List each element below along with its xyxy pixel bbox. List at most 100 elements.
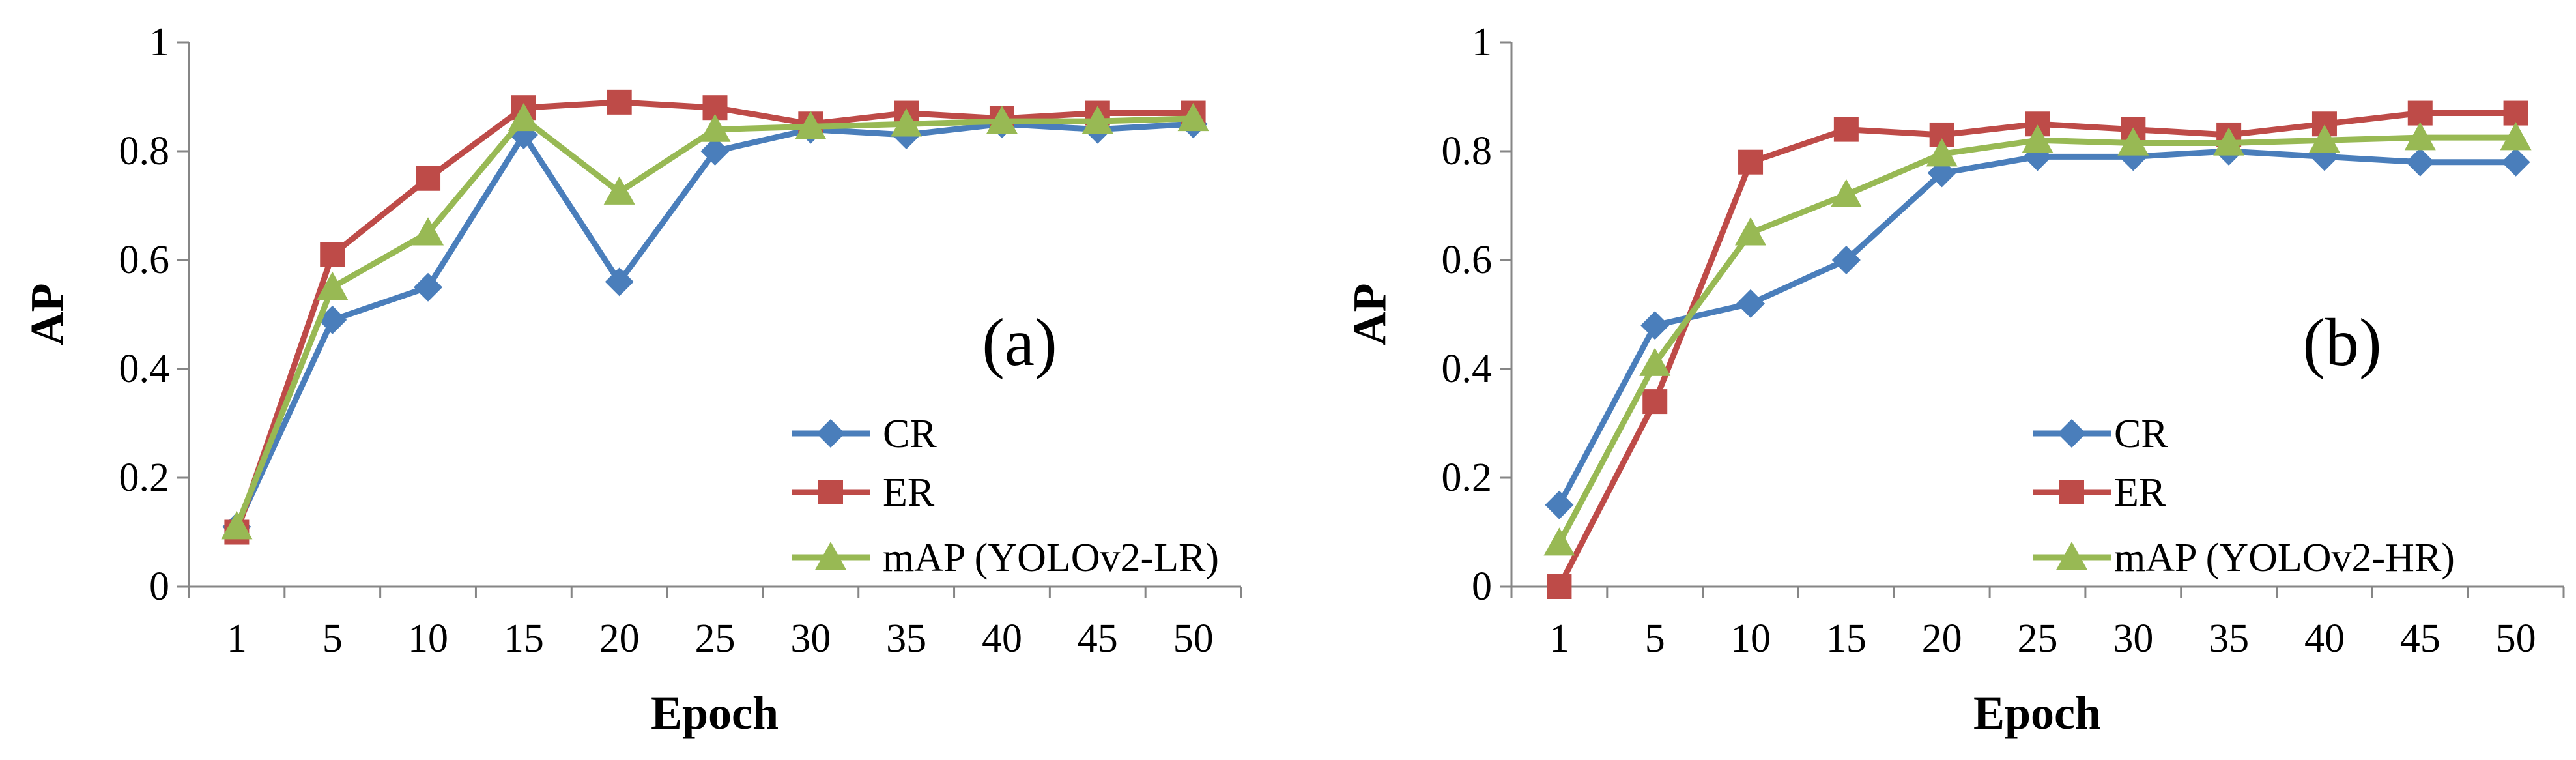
data-point: [1738, 149, 1764, 175]
legend-entry: CR: [2033, 412, 2168, 456]
x-tick-label: 20: [1922, 617, 1962, 661]
panel-annotation: (a): [982, 305, 1057, 380]
x-tick-label: 15: [504, 617, 544, 661]
y-tick-label: 1: [1472, 20, 1492, 65]
legend-label: mAP (YOLOv2-HR): [2114, 536, 2455, 580]
x-tick-label: 35: [2209, 617, 2249, 661]
x-tick-label: 5: [1645, 617, 1665, 661]
data-point: [1735, 217, 1767, 246]
y-tick-label: 0: [149, 564, 169, 609]
data-point: [2405, 147, 2435, 177]
x-tick-label: 5: [322, 617, 343, 661]
legend-entry: ER: [2033, 471, 2166, 515]
data-point: [1830, 179, 1862, 207]
x-axis-title: Epoch: [651, 687, 779, 739]
data-point: [607, 89, 632, 115]
data-point: [2500, 122, 2532, 151]
x-tick-label: 40: [2304, 617, 2345, 661]
y-tick-label: 0.2: [119, 456, 170, 500]
chart-panel-a: 00.20.40.60.811 5 10 15 20 25 30 35 40 45 50EpochA…: [21, 20, 1242, 739]
data-point: [986, 106, 1018, 134]
data-point: [412, 217, 444, 246]
data-point: [416, 166, 441, 191]
x-tick-label: 35: [886, 617, 926, 661]
data-point: [891, 108, 923, 137]
data-point: [1640, 311, 1670, 340]
data-point: [2308, 124, 2340, 153]
data-point: [1547, 574, 1572, 599]
data-point: [2407, 100, 2433, 126]
data-point: [605, 267, 634, 297]
legend-marker: [815, 542, 846, 570]
y-tick-label: 0.4: [1442, 347, 1493, 391]
x-tick-label: 10: [408, 617, 448, 661]
legend-entry: ER: [792, 471, 935, 515]
x-tick-label: 50: [2496, 617, 2536, 661]
data-point: [2022, 124, 2054, 153]
series-cr: [1545, 137, 2530, 519]
x-tick-label: 50: [1173, 617, 1214, 661]
legend-entry: CR: [792, 412, 937, 456]
data-point: [2213, 127, 2245, 156]
chart-panel-b: 00.20.40.60.811 5 10 15 20 25 30 35 40 45 50EpochA…: [1344, 20, 2565, 739]
series-map-yolov2-lr: [221, 102, 1209, 540]
legend-marker: [818, 480, 843, 504]
y-axis-title: AP: [21, 284, 74, 346]
panel-annotation: (b): [2302, 305, 2381, 380]
data-point: [2404, 122, 2436, 151]
data-point: [2501, 147, 2530, 177]
legend-label: ER: [883, 471, 935, 515]
y-tick-label: 0: [1472, 564, 1492, 609]
legend-label: ER: [2114, 471, 2166, 515]
y-tick-label: 0.8: [119, 129, 170, 173]
data-point: [1543, 527, 1575, 556]
y-tick-label: 0.4: [119, 347, 170, 391]
legend-marker: [2059, 480, 2084, 504]
data-point: [1639, 347, 1671, 376]
legend-label: CR: [883, 412, 937, 456]
legend-entry: mAP (YOLOv2-HR): [2033, 536, 2455, 580]
data-point: [699, 113, 731, 142]
legend-label: mAP (YOLOv2-LR): [883, 536, 1219, 580]
x-tick-label: 15: [1826, 617, 1867, 661]
legend-marker: [816, 419, 845, 448]
series-cr: [222, 110, 1208, 542]
x-tick-label: 20: [599, 617, 640, 661]
x-tick-label: 25: [2018, 617, 2058, 661]
x-axis-title: Epoch: [1973, 687, 2101, 739]
y-tick-label: 0.6: [119, 238, 170, 282]
legend-entry: mAP (YOLOv2-LR): [792, 536, 1219, 580]
y-tick-label: 0.2: [1442, 456, 1493, 500]
x-tick-label: 45: [1078, 617, 1118, 661]
data-point: [1081, 106, 1113, 134]
data-point: [795, 111, 827, 139]
data-point: [1642, 389, 1668, 415]
legend-label: CR: [2114, 412, 2168, 456]
y-tick-label: 1: [149, 20, 169, 65]
x-tick-label: 1: [227, 617, 247, 661]
x-tick-label: 10: [1730, 617, 1771, 661]
data-point: [414, 272, 443, 302]
data-point: [221, 511, 253, 540]
x-tick-label: 45: [2400, 617, 2440, 661]
data-point: [603, 176, 635, 205]
data-point: [2503, 100, 2528, 126]
data-point: [1545, 490, 1574, 519]
legend-marker: [2056, 542, 2087, 570]
x-tick-label: 40: [982, 617, 1022, 661]
x-tick-label: 25: [695, 617, 736, 661]
y-tick-label: 0.8: [1442, 129, 1493, 173]
data-point: [2117, 127, 2149, 156]
data-point: [1833, 117, 1859, 142]
y-axis-title: AP: [1344, 284, 1396, 346]
data-point: [1926, 138, 1958, 167]
data-point: [1831, 246, 1861, 274]
x-tick-label: 30: [2113, 617, 2153, 661]
data-point: [508, 102, 539, 132]
data-point: [700, 137, 730, 166]
legend-marker: [2057, 419, 2086, 448]
data-point: [1177, 102, 1209, 132]
series-map-yolov2-hr: [1543, 122, 2532, 556]
data-point: [320, 242, 345, 267]
